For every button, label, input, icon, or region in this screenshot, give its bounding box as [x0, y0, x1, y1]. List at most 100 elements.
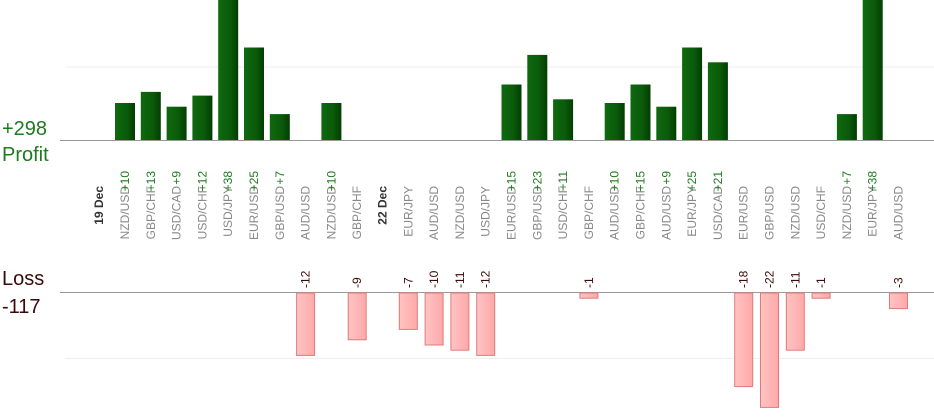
category-label: USD/CHF — [814, 186, 828, 239]
profit-bar — [527, 54, 548, 140]
loss-bar — [450, 292, 470, 351]
loss-bar — [296, 292, 316, 356]
loss-value-label: -11 — [788, 271, 802, 288]
loss-value-label: -3 — [892, 277, 906, 288]
profit-bar — [604, 103, 625, 140]
loss-bar — [398, 292, 418, 330]
profit-value-label: +38 — [221, 171, 235, 192]
grid-layer — [60, 66, 934, 359]
category-label: GBP/USD — [763, 186, 777, 240]
category-label: USD/CAD — [170, 186, 184, 240]
category-label: AUD/USD — [299, 186, 313, 240]
loss-value-label: -12 — [479, 270, 493, 288]
category-label: GBP/CHF — [582, 186, 596, 239]
category-label: USD/CHF — [556, 186, 570, 239]
profit-value-label: +10 — [118, 171, 132, 192]
profit-value-label: +9 — [659, 171, 673, 185]
category-label: AUD/USD — [608, 186, 622, 240]
loss-bar — [347, 292, 367, 341]
profit-value-label: +23 — [530, 171, 544, 192]
profit-bar — [862, 0, 883, 141]
category-label: EUR/USD — [505, 186, 519, 240]
profit-bar — [553, 99, 574, 140]
profit-value-label: +10 — [324, 171, 338, 192]
profit-value-label: +15 — [634, 171, 648, 192]
bar-layer — [115, 0, 908, 408]
category-label: EUR/JPY — [685, 186, 699, 237]
profit-bar — [218, 0, 239, 141]
category-label: GBP/CHF — [144, 186, 158, 239]
category-label: GBP/CHF — [634, 186, 648, 239]
loss-total: -117 — [2, 296, 41, 318]
profit-bar — [192, 95, 213, 140]
category-label: EUR/USD — [247, 186, 261, 240]
category-label: USD/JPY — [221, 186, 235, 237]
category-label: EUR/JPY — [866, 186, 880, 237]
profit-value-label: +12 — [195, 171, 209, 192]
profit-value-label: +38 — [866, 171, 880, 192]
profit-value-label: +11 — [556, 171, 570, 191]
loss-bar — [760, 292, 779, 408]
category-label: EUR/USD — [737, 186, 751, 240]
category-label: NZD/USD — [788, 186, 802, 240]
profit-value-label: +10 — [608, 171, 622, 192]
loss-value-label: -18 — [737, 270, 751, 288]
loss-bar — [889, 292, 908, 310]
profit-bar — [630, 84, 651, 140]
loss-bar — [734, 292, 754, 388]
category-label: GBP/USD — [530, 186, 544, 240]
loss-bar — [579, 292, 599, 299]
profit-bar — [656, 106, 677, 140]
loss-value-label: -11 — [453, 271, 467, 288]
loss-value-label: -12 — [299, 270, 313, 288]
category-label: AUD/USD — [659, 186, 673, 240]
profit-bar — [707, 62, 728, 140]
profit-bar — [115, 103, 135, 140]
category-label: USD/CAD — [711, 186, 725, 240]
profit-value-label: +7 — [273, 171, 287, 185]
loss-value-label: -10 — [427, 270, 441, 288]
category-label: NZD/USD — [453, 186, 467, 240]
category-label: NZD/USD — [840, 186, 854, 240]
profit-bar — [836, 114, 857, 140]
category-label: GBP/USD — [273, 186, 287, 240]
profit-value-label: +7 — [840, 171, 854, 185]
category-label: NZD/USD — [118, 186, 132, 240]
category-label: USD/CHF — [195, 186, 209, 239]
profit-value-label: +25 — [685, 171, 699, 192]
profit-total: +298 — [2, 118, 48, 140]
profit-bar — [269, 114, 290, 140]
profit-bar — [166, 106, 187, 140]
category-label: EUR/JPY — [401, 186, 415, 237]
profit-bar — [140, 91, 161, 140]
category-label: GBP/CHF — [350, 186, 364, 239]
profit-label: Profit — [2, 144, 49, 166]
profit-bar — [321, 103, 342, 140]
profit-value-label: +13 — [144, 171, 158, 192]
loss-bar — [476, 292, 496, 356]
loss-label: Loss — [2, 268, 45, 290]
loss-value-label: -1 — [814, 277, 828, 288]
loss-bar — [424, 292, 444, 346]
label-layer: 19 Dec 22 DecNZD/USD+10GBP/CHF+13USD/CAD+… — [92, 171, 905, 288]
profit-value-label: +9 — [170, 171, 184, 185]
category-label: NZD/USD — [324, 186, 338, 240]
loss-value-label: -22 — [763, 270, 777, 288]
loss-value-label: -9 — [350, 277, 364, 288]
profit-bar — [501, 84, 522, 140]
category-label: AUD/USD — [427, 186, 441, 240]
profit-bar — [682, 47, 703, 140]
category-label: AUD/USD — [892, 186, 906, 240]
loss-value-label: -1 — [582, 277, 596, 288]
profit-value-label: +21 — [711, 171, 725, 192]
date-group-label: 22 Dec — [376, 186, 390, 225]
profit-value-label: +15 — [505, 171, 519, 192]
loss-value-label: -7 — [401, 277, 415, 288]
profit-value-label: +25 — [247, 171, 261, 192]
category-label: USD/JPY — [479, 186, 493, 237]
profit-bar — [244, 47, 264, 140]
date-group-label: 19 Dec — [92, 186, 106, 225]
loss-bar — [785, 292, 805, 351]
loss-bar — [811, 292, 831, 299]
